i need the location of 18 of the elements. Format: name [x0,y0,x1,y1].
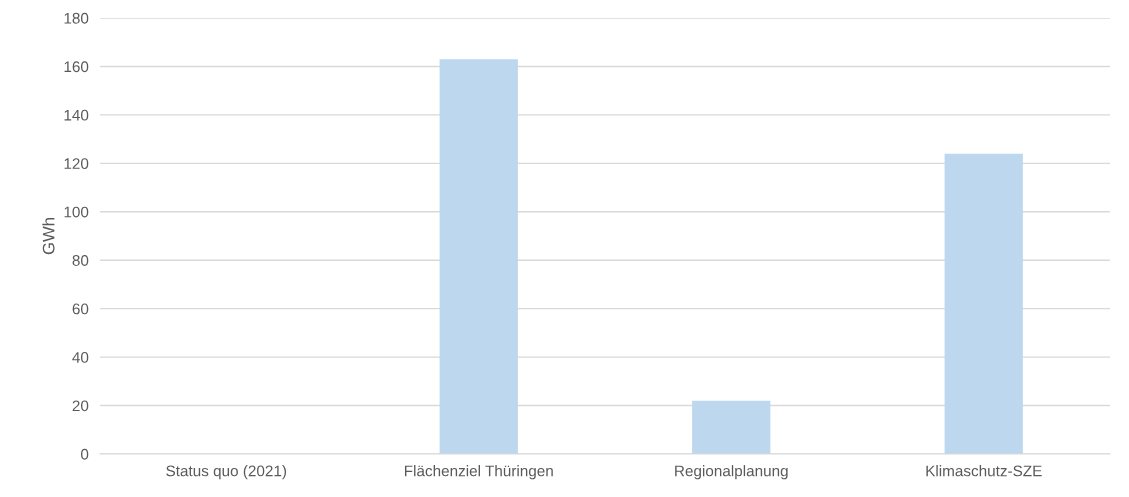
y-tick-label: 80 [72,255,89,266]
y-tick-label: 0 [80,448,89,460]
y-tick-label: 100 [64,206,89,218]
y-tick-label: 40 [72,351,89,363]
y-tick-label: 180 [64,12,89,24]
bar [692,400,771,454]
y-tick-label: 20 [72,400,89,412]
y-axis-title: GWh [42,218,55,255]
x-tick-label: Klimaschutz-SZE [926,465,1042,477]
x-tick-label: Status quo (2021) [166,465,287,480]
y-tick-label: 160 [64,61,89,73]
bar [439,59,518,454]
bar [944,153,1023,454]
x-tick-label: Regionalplanung [675,465,788,480]
y-tick-label: 140 [64,109,89,121]
y-tick-label: 60 [72,303,89,315]
y-tick-label: 120 [64,158,89,170]
x-tick-label: Flächenziel Thüringen [404,465,553,480]
